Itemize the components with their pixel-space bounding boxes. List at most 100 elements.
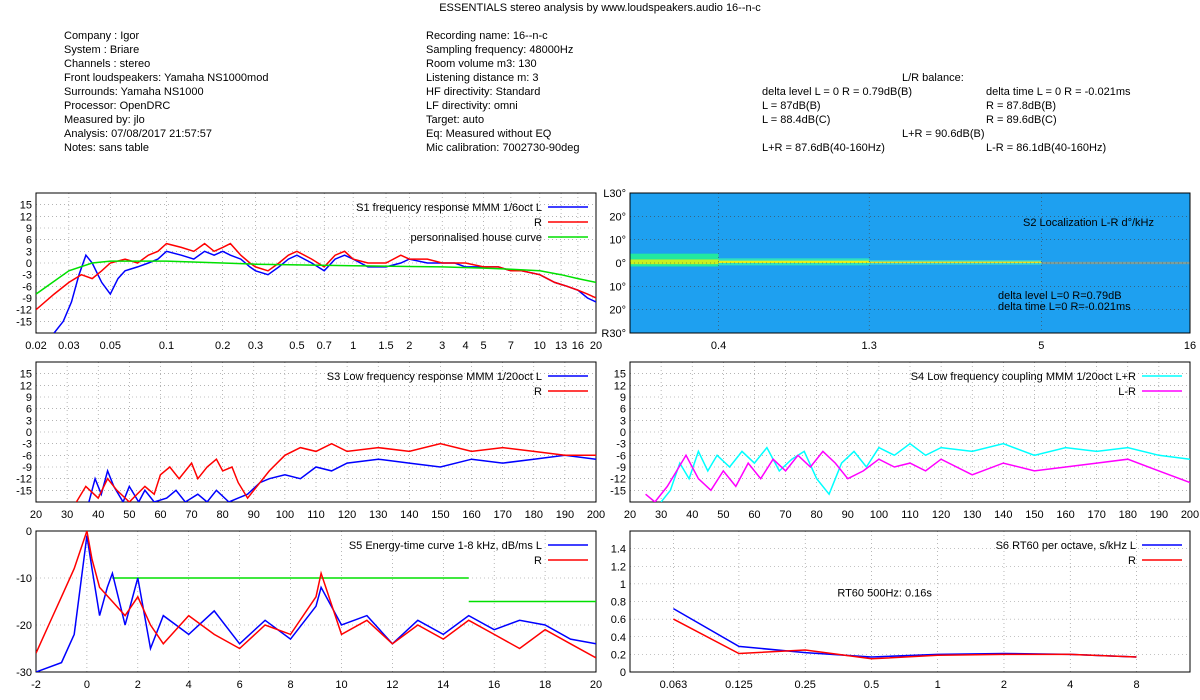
balance-sum: L+R = 90.6dB(B) [902,128,985,140]
legend-label: S6 RT60 per octave, s/kHz L [996,540,1136,552]
x-tick-label: 4 [462,340,468,352]
plot-frame [629,192,1191,334]
x-tick-label: 0.05 [100,340,121,352]
series-line-2 [36,260,596,295]
x-tick-label: 180 [525,509,543,521]
x-tick-label: 110 [307,509,325,521]
x-tick-label: 13 [555,340,567,352]
x-tick-label: 8 [1133,679,1139,691]
report-header: ESSENTIALS stereo analysis by www.loudsp… [0,0,1200,170]
x-tick-label: 1 [350,340,356,352]
legend-label: S5 Energy-time curve 1-8 kHz, dB/ms L [349,540,542,552]
y-tick-label: 1.4 [611,544,626,556]
y-tick-label: 0.8 [611,597,626,609]
balance-right-line: R = 87.8dB(B) [986,100,1057,112]
x-tick-label: 60 [748,509,760,521]
x-tick-label: 90 [842,509,854,521]
x-tick-label: 90 [248,509,260,521]
y-tick-label: -12 [16,474,32,486]
info-mid-line: Eq: Measured without EQ [426,128,552,140]
x-tick-label: 16 [572,340,584,352]
y-tick-label: 3 [26,415,32,427]
series-line-1 [36,531,596,659]
x-tick-label: 130 [369,509,387,521]
plot-frame [629,530,1191,673]
info-mid-line: HF directivity: Standard [426,86,541,98]
y-tick-label: 12 [614,380,626,392]
series-line-0 [36,535,596,672]
y-tick-label: 15 [20,369,32,381]
x-tick-label: 180 [1119,509,1137,521]
y-tick-label: -6 [22,450,32,462]
x-tick-label: 0.5 [289,340,304,352]
x-tick-label: 16 [1184,340,1196,352]
legend-label: S3 Low frequency response MMM 1/20oct L [327,371,542,383]
s3-low-frequency-response-chart: 20 30 40 50 60 70 80 90 100 110 120 130 140 150 160 170… [16,361,605,521]
x-tick-label: 20 [30,509,42,521]
y-tick-label: 0 [26,427,32,439]
y-tick-label: 3 [620,415,626,427]
y-tick-label: 0.2 [611,649,626,661]
heatmap-cell [869,261,1042,263]
balance-right-line: delta time L = 0 R = -0.021ms [986,86,1131,98]
x-tick-label: 150 [431,509,449,521]
x-tick-label: -2 [31,679,41,691]
info-mid-line: Sampling frequency: 48000Hz [426,44,574,56]
info-mid-line: Room volume m3: 130 [426,58,537,70]
x-tick-label: 20 [590,679,602,691]
x-tick-label: 30 [61,509,73,521]
x-tick-label: 160 [1056,509,1074,521]
x-tick-label: 0.3 [248,340,263,352]
x-tick-label: 0.03 [58,340,79,352]
info-left-line: Analysis: 07/08/2017 21:57:57 [64,128,213,140]
x-tick-label: 5 [481,340,487,352]
legend-label: R [534,386,542,398]
y-tick-label: 1 [620,579,626,591]
x-tick-label: 16 [488,679,500,691]
y-tick-label: 0.4 [611,632,626,644]
y-tick-label: 0 [26,526,32,538]
x-tick-label: 0.5 [864,679,879,691]
y-tick-label: -12 [610,474,626,486]
y-tick-label: -3 [22,439,32,451]
y-tick-label: 6 [620,404,626,416]
x-tick-label: 100 [870,509,888,521]
s4-low-frequency-coupling-chart: 20 30 40 50 60 70 80 90 100 110 120 130 140 150 160 170… [610,361,1199,521]
x-tick-label: 40 [686,509,698,521]
report-title: ESSENTIALS stereo analysis by www.loudsp… [439,2,761,14]
x-tick-label: 0.125 [725,679,753,691]
balance-left-line: L = 87dB(B) [762,100,821,112]
x-tick-label: 6 [237,679,243,691]
x-tick-label: 4 [1067,679,1073,691]
info-mid-line: Mic calibration: 7002730-90deg [426,142,580,154]
y-tick-label: 10° [609,281,626,293]
x-tick-label: 1.3 [862,340,877,352]
x-tick-label: 120 [338,509,356,521]
series-line-1 [36,242,596,311]
x-tick-label: 190 [556,509,574,521]
heatmap-cell [630,259,719,265]
y-tick-label: 6 [26,235,32,247]
x-tick-label: 10 [335,679,347,691]
y-tick-label: -9 [22,293,32,305]
balance-title: L/R balance: [902,72,964,84]
heatmap-annotation: delta level L=0 R=0.79dB [998,290,1122,302]
legend-label: R [534,217,542,229]
x-tick-label: 50 [717,509,729,521]
series-line-1 [75,442,596,502]
x-tick-label: 20 [590,340,602,352]
y-tick-label: 0 [26,258,32,270]
x-tick-label: 50 [123,509,135,521]
x-tick-label: 0.02 [25,340,46,352]
y-tick-label: -3 [616,439,626,451]
y-tick-label: -9 [22,462,32,474]
x-tick-label: 120 [932,509,950,521]
x-tick-label: 150 [1025,509,1043,521]
x-tick-label: 190 [1150,509,1168,521]
y-tick-label: -6 [22,281,32,293]
series-line-0 [53,250,596,333]
y-tick-label: 0 [620,427,626,439]
x-tick-label: 160 [462,509,480,521]
y-tick-label: 6 [26,404,32,416]
x-tick-label: 0 [84,679,90,691]
